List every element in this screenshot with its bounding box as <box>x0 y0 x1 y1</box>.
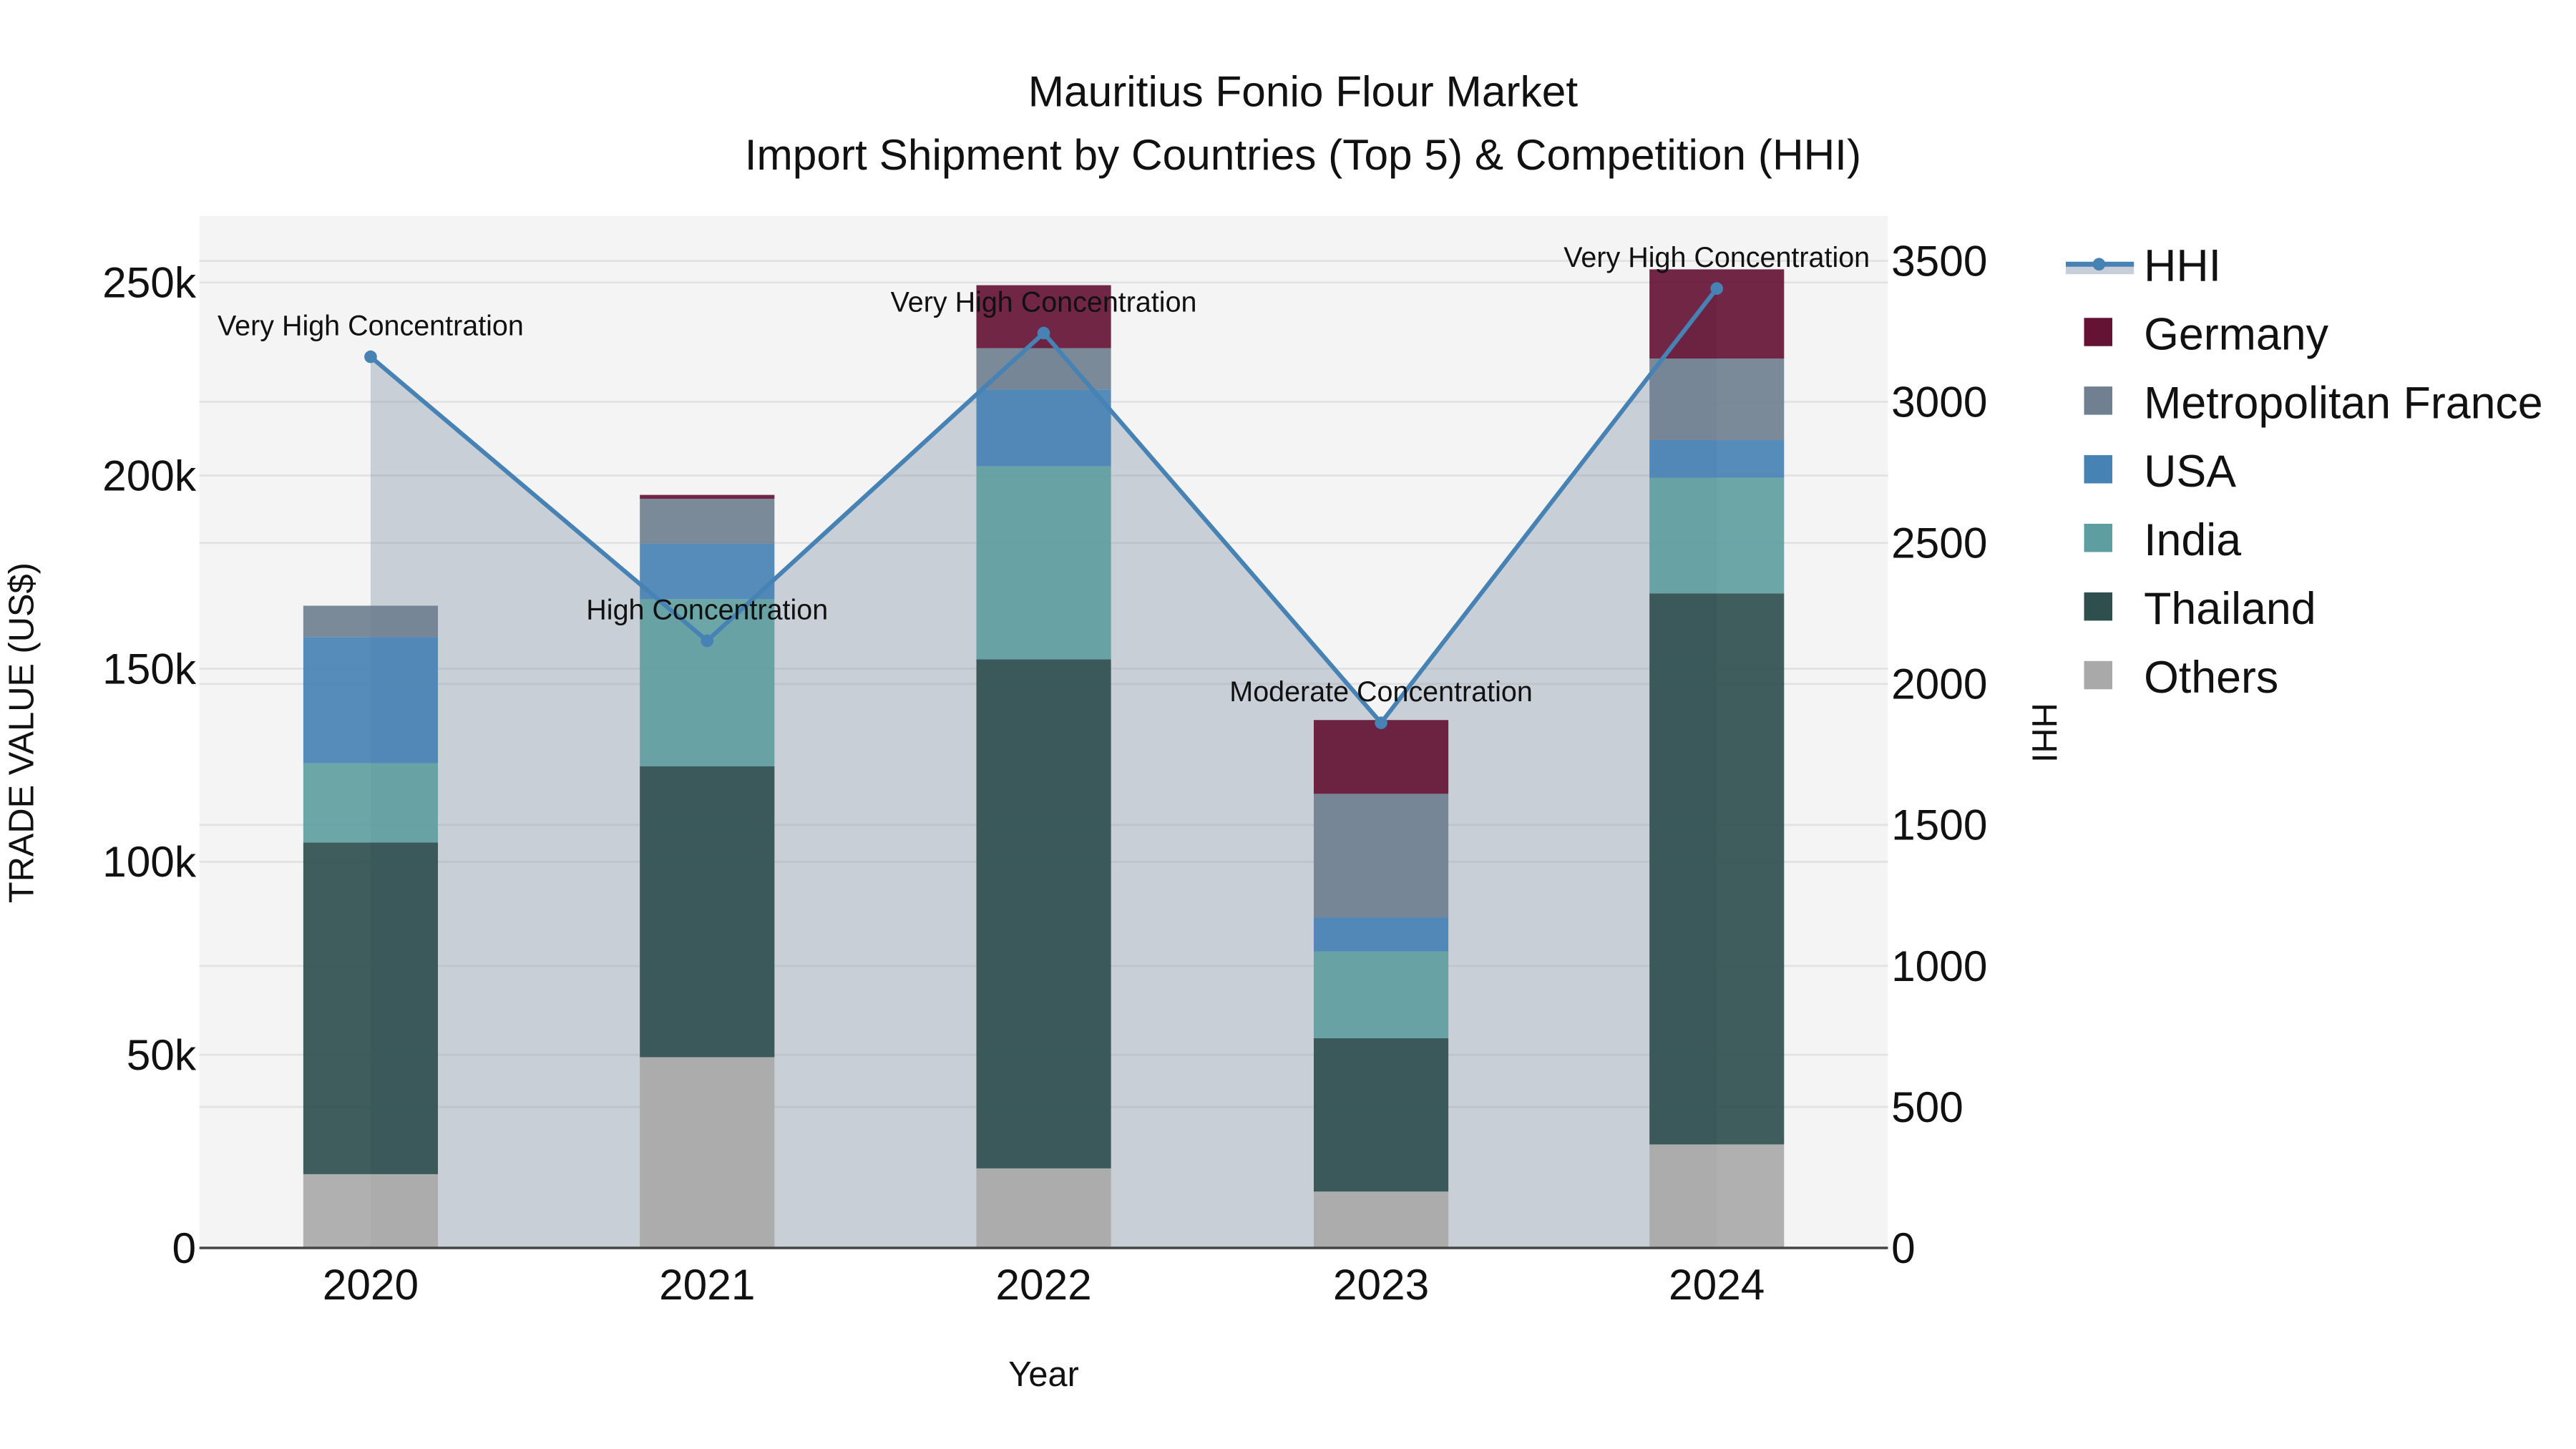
hhi-point-2020[interactable] <box>364 350 377 364</box>
legend-swatch-icon <box>2084 660 2112 690</box>
legend-item-india[interactable]: India <box>2084 515 2242 565</box>
bar-segment-india[interactable] <box>1649 477 1785 594</box>
hhi-annotation-2022: Very High Concentration <box>891 286 1197 318</box>
x-tick-label-2024: 2024 <box>1669 1260 1765 1309</box>
legend-hhi-marker-icon <box>2092 258 2106 271</box>
legend-label: India <box>2144 515 2241 565</box>
y-axis-left-title: TRADE VALUE (US$) <box>2 562 41 903</box>
bar-segment-others[interactable] <box>976 1168 1111 1249</box>
bar-stack-2023 <box>1314 720 1449 1249</box>
hhi-point-2022[interactable] <box>1037 326 1050 340</box>
bar-segment-india[interactable] <box>640 599 775 767</box>
legend-item-thailand[interactable]: Thailand <box>2084 584 2316 634</box>
bar-segment-others[interactable] <box>1314 1191 1449 1249</box>
bar-segment-metropolitan-france[interactable] <box>640 499 775 544</box>
x-tick-label-2020: 2020 <box>323 1260 419 1309</box>
bar-stack-2024 <box>1649 269 1785 1249</box>
legend-label: Thailand <box>2144 584 2316 634</box>
bar-segment-metropolitan-france[interactable] <box>1649 358 1785 440</box>
x-axis-title: Year <box>1008 1355 1079 1394</box>
hhi-line <box>364 282 1724 729</box>
y-right-tick-label: 3500 <box>1891 236 1987 285</box>
legend-swatch-icon <box>2084 523 2112 552</box>
bar-segment-thailand[interactable] <box>1314 1038 1449 1192</box>
bar-segment-others[interactable] <box>303 1174 438 1249</box>
bar-segment-thailand[interactable] <box>303 842 438 1174</box>
legend-item-usa[interactable]: USA <box>2084 447 2237 497</box>
x-tick-label-2023: 2023 <box>1333 1260 1429 1309</box>
bar-segment-metropolitan-france[interactable] <box>303 605 438 638</box>
y-left-tick-label: 250k <box>102 258 197 307</box>
y-left-tick-label: 0 <box>172 1224 196 1272</box>
bar-stack-2022 <box>976 285 1111 1249</box>
hhi-point-2023[interactable] <box>1375 716 1387 729</box>
y-axis-right-title: HHI <box>2025 703 2064 763</box>
x-tick-label-2022: 2022 <box>995 1260 1091 1309</box>
y-right-tick-label: 1000 <box>1891 942 1987 990</box>
bar-segment-metropolitan-france[interactable] <box>976 348 1111 390</box>
bar-segment-usa[interactable] <box>303 637 438 763</box>
y-axis-left-ticks: 0 50k 100k 150k 200k 250k <box>102 258 197 1272</box>
y-right-tick-label: 0 <box>1891 1224 1916 1272</box>
bar-segment-metropolitan-france[interactable] <box>1314 794 1449 918</box>
y-right-tick-label: 2500 <box>1891 519 1987 567</box>
legend-item-hhi[interactable]: HHI <box>2065 240 2221 291</box>
legend-label: USA <box>2144 447 2236 497</box>
hhi-annotation-2024: Very High Concentration <box>1563 242 1870 273</box>
legend-label: HHI <box>2144 240 2221 291</box>
legend-item-others[interactable]: Others <box>2084 653 2279 703</box>
bar-segment-thailand[interactable] <box>976 659 1111 1169</box>
bar-segment-germany[interactable] <box>640 494 775 499</box>
bar-stack-2021 <box>640 494 775 1249</box>
y-axis-right-ticks: 0 500 1000 1500 2000 2500 3000 3500 <box>1891 236 1987 1272</box>
legend-swatch-icon <box>2084 386 2112 415</box>
y-right-tick-label: 3000 <box>1891 378 1987 426</box>
legend-label: Metropolitan France <box>2144 378 2543 428</box>
hhi-annotation-2020: Very High Concentration <box>218 310 524 341</box>
bar-segment-others[interactable] <box>640 1057 775 1249</box>
bar-segment-usa[interactable] <box>1649 439 1785 478</box>
stacked-bars <box>303 269 1785 1249</box>
legend-swatch-icon <box>2084 318 2112 346</box>
legend-label: Others <box>2144 653 2278 703</box>
x-axis-ticks: 2020 2021 2022 2023 2024 <box>323 1260 1765 1309</box>
legend-swatch-icon <box>2084 592 2112 621</box>
legend: HHI Germany Metropolitan France USA India Tha… <box>2065 240 2543 703</box>
y-left-tick-label: 150k <box>102 644 197 693</box>
bar-segment-india[interactable] <box>1314 951 1449 1038</box>
bar-segment-thailand[interactable] <box>1649 593 1785 1145</box>
y-left-tick-label: 50k <box>127 1030 197 1079</box>
y-left-tick-label: 200k <box>102 452 197 500</box>
hhi-annotations: Very High Concentration High Concentratio… <box>218 242 1870 708</box>
bar-segment-usa[interactable] <box>640 543 775 600</box>
bar-segment-india[interactable] <box>976 466 1111 660</box>
hhi-annotation-2023: Moderate Concentration <box>1229 676 1532 708</box>
legend-swatch-icon <box>2084 455 2112 484</box>
y-right-tick-label: 1500 <box>1891 801 1987 849</box>
y-right-tick-label: 500 <box>1891 1083 1963 1131</box>
x-tick-label-2021: 2021 <box>659 1260 755 1309</box>
bar-segment-india[interactable] <box>303 763 438 843</box>
y-right-tick-label: 2000 <box>1891 660 1987 708</box>
legend-label: Germany <box>2144 309 2328 359</box>
legend-item-germany[interactable]: Germany <box>2084 309 2329 359</box>
bar-segment-usa[interactable] <box>976 389 1111 467</box>
hhi-annotation-2021: High Concentration <box>586 594 828 625</box>
bar-segment-germany[interactable] <box>1314 720 1449 794</box>
bar-segment-thailand[interactable] <box>640 766 775 1058</box>
legend-item-metropolitan-france[interactable]: Metropolitan France <box>2084 378 2543 428</box>
chart-title-line1: Mauritius Fonio Flour Market <box>1028 67 1579 116</box>
hhi-point-2021[interactable] <box>701 634 714 648</box>
bar-stack-2020 <box>303 605 438 1249</box>
bar-segment-others[interactable] <box>1649 1144 1785 1249</box>
bar-segment-usa[interactable] <box>1314 917 1449 952</box>
y-left-tick-label: 100k <box>102 837 197 886</box>
hhi-point-2024[interactable] <box>1710 282 1724 296</box>
chart-title-line2: Import Shipment by Countries (Top 5) & C… <box>745 130 1861 179</box>
